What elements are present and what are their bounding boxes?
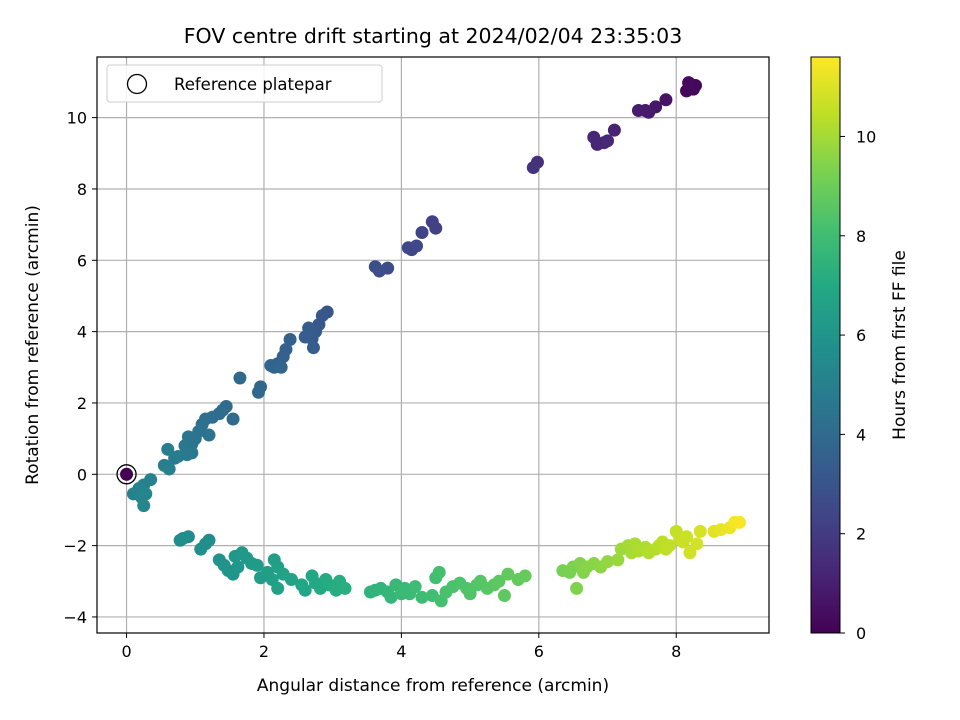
data-point bbox=[415, 225, 429, 239]
data-point bbox=[611, 553, 625, 567]
data-point bbox=[425, 215, 439, 229]
data-point bbox=[570, 581, 584, 595]
colorbar-ticks: 0 2 4 6 8 10 bbox=[840, 127, 876, 643]
colorbar-gradient bbox=[810, 56, 841, 634]
data-point bbox=[194, 542, 208, 556]
colorbar-tick-label: 10 bbox=[856, 127, 876, 146]
data-point bbox=[408, 580, 422, 594]
y-tick-label: 0 bbox=[77, 465, 87, 484]
data-point bbox=[526, 161, 540, 175]
data-point bbox=[587, 130, 601, 144]
colorbar-tick-label: 6 bbox=[856, 326, 866, 345]
data-point bbox=[518, 569, 532, 583]
y-tick-label: 6 bbox=[77, 251, 87, 270]
legend-marker-icon bbox=[126, 73, 148, 95]
data-point bbox=[231, 560, 245, 574]
colorbar-label: Hours from first FF file bbox=[890, 250, 910, 440]
data-point bbox=[264, 359, 278, 373]
data-point bbox=[631, 103, 645, 117]
x-tick-label: 8 bbox=[671, 642, 681, 661]
data-point bbox=[233, 371, 247, 385]
data-point bbox=[642, 105, 656, 119]
y-axis-label: Rotation from reference (arcmin) bbox=[23, 205, 43, 485]
data-point bbox=[463, 587, 477, 601]
reference-marker bbox=[116, 464, 137, 485]
data-point bbox=[690, 537, 704, 551]
legend-label: Reference platepar bbox=[174, 75, 332, 94]
data-point bbox=[492, 574, 506, 588]
data-point bbox=[338, 581, 352, 595]
y-tick-label: 2 bbox=[77, 394, 87, 413]
data-point bbox=[251, 385, 265, 399]
colorbar-tick-label: 4 bbox=[856, 425, 866, 444]
y-tick-label: −2 bbox=[63, 537, 87, 556]
colorbar-tick-label: 8 bbox=[856, 227, 866, 246]
y-tick-label: 4 bbox=[77, 323, 87, 342]
data-point bbox=[202, 428, 216, 442]
data-point bbox=[662, 539, 676, 553]
data-point bbox=[284, 573, 298, 587]
data-point bbox=[607, 123, 621, 137]
data-point bbox=[683, 546, 697, 560]
data-point bbox=[173, 533, 187, 547]
data-point bbox=[410, 239, 424, 253]
data-point bbox=[137, 499, 151, 513]
data-point bbox=[432, 565, 446, 579]
data-point bbox=[162, 462, 176, 476]
data-point bbox=[161, 442, 175, 456]
data-point bbox=[274, 360, 288, 374]
data-point bbox=[601, 134, 615, 148]
data-points bbox=[126, 76, 746, 608]
data-point bbox=[659, 93, 673, 107]
x-tick-label: 6 bbox=[534, 642, 544, 661]
colorbar: 0 2 4 6 8 10 Hours from first FF file bbox=[810, 56, 910, 643]
legend: Reference platepar bbox=[106, 64, 383, 103]
data-point bbox=[250, 558, 264, 572]
data-point bbox=[168, 451, 182, 465]
data-point bbox=[271, 581, 285, 595]
data-point bbox=[680, 530, 694, 544]
data-point bbox=[226, 412, 240, 426]
data-point bbox=[298, 583, 312, 597]
x-tick-label: 4 bbox=[396, 642, 406, 661]
y-tick-label: −4 bbox=[63, 608, 87, 627]
data-point bbox=[283, 332, 297, 346]
y-tick-label: 10 bbox=[67, 109, 87, 128]
data-point bbox=[693, 524, 707, 538]
x-axis-label: Angular distance from reference (arcmin) bbox=[257, 676, 609, 696]
colorbar-tick-label: 0 bbox=[856, 624, 866, 643]
data-point bbox=[384, 590, 398, 604]
data-point bbox=[497, 589, 511, 603]
data-point bbox=[732, 515, 746, 529]
data-point bbox=[601, 555, 615, 569]
y-axis: −4 −2 0 2 4 6 8 10 bbox=[63, 109, 97, 627]
x-tick-label: 0 bbox=[121, 642, 131, 661]
y-tick-label: 8 bbox=[77, 180, 87, 199]
data-point bbox=[368, 260, 382, 274]
data-point bbox=[298, 330, 312, 344]
data-point bbox=[139, 487, 153, 501]
x-axis: 0 2 4 6 8 bbox=[121, 633, 681, 661]
data-point bbox=[682, 76, 696, 90]
data-point bbox=[306, 341, 320, 355]
grid-lines bbox=[97, 57, 769, 633]
reference-point bbox=[120, 467, 134, 481]
data-point bbox=[415, 590, 429, 604]
legend-box bbox=[106, 64, 383, 103]
data-point bbox=[501, 567, 515, 581]
plot-frame bbox=[96, 56, 770, 634]
chart-title: FOV centre drift starting at 2024/02/04 … bbox=[184, 24, 683, 48]
x-tick-label: 2 bbox=[259, 642, 269, 661]
reference-ring bbox=[116, 464, 137, 485]
colorbar-tick-label: 2 bbox=[856, 525, 866, 544]
